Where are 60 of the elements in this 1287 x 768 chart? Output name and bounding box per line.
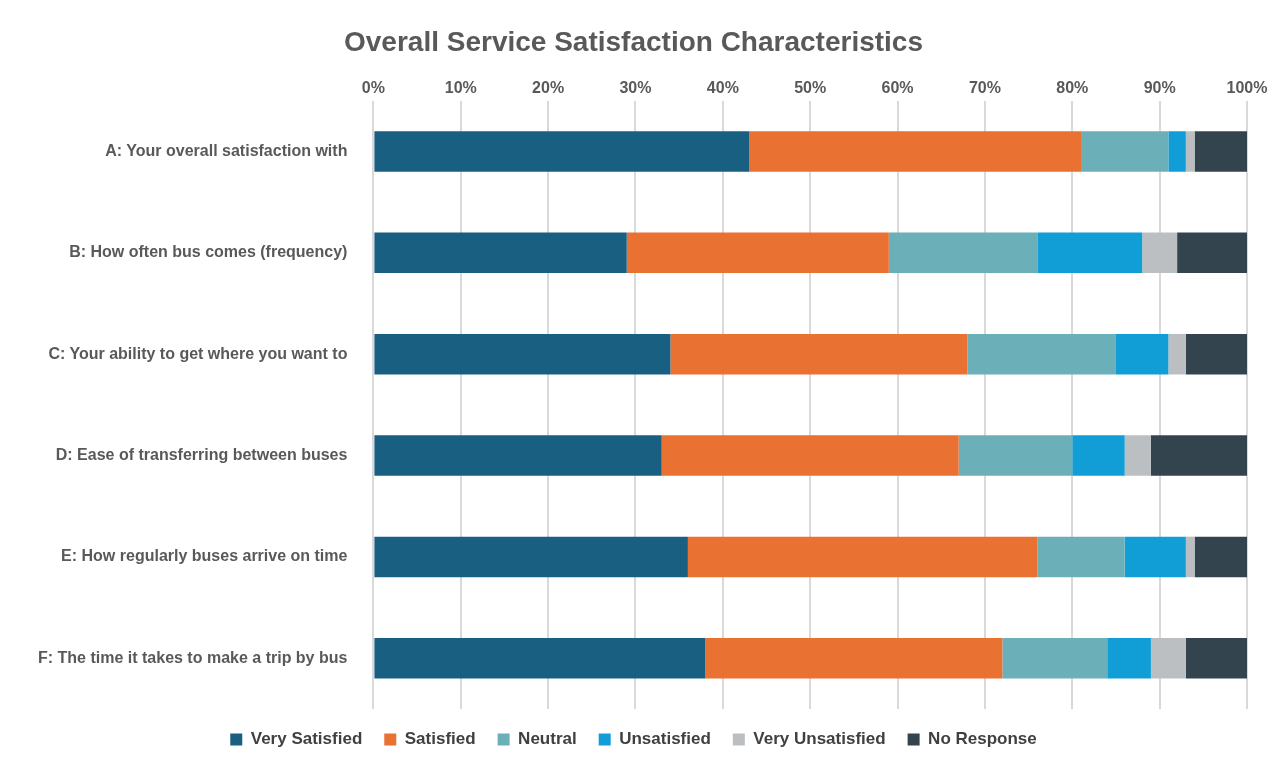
bar	[958, 435, 1073, 476]
bar	[1194, 536, 1247, 578]
y-tick-label: F: The time it takes to make a trip by bus	[38, 648, 348, 666]
bar	[1124, 536, 1186, 578]
bar	[374, 435, 662, 476]
x-tick-label: 70%	[968, 78, 1001, 96]
y-tick-label: D: Ease of transferring between buses	[55, 445, 348, 463]
bar	[1185, 333, 1247, 375]
chart-title: Overall Service Satisfaction Characteristics	[344, 25, 923, 57]
bar	[1072, 435, 1125, 476]
bar	[1185, 638, 1247, 679]
bar	[626, 232, 889, 274]
bar	[1107, 638, 1151, 679]
bar	[888, 232, 1038, 274]
legend-label: Satisfied	[404, 729, 476, 749]
bar	[374, 333, 671, 375]
y-tick-label: B: How often bus comes (frequency)	[69, 243, 348, 261]
bar	[967, 333, 1116, 375]
bar	[374, 638, 706, 679]
x-tick-label: 80%	[1056, 78, 1089, 96]
x-tick-label: 30%	[619, 78, 652, 96]
bar	[1115, 333, 1169, 375]
bar	[1185, 131, 1195, 172]
bar	[374, 536, 688, 578]
bar	[1177, 232, 1247, 274]
bar	[670, 333, 968, 375]
x-tick-label: 100%	[1226, 78, 1268, 96]
x-tick-label: 60%	[881, 78, 914, 96]
x-tick-label: 40%	[706, 78, 739, 96]
bar	[1168, 333, 1186, 375]
bar	[705, 638, 1003, 679]
bar	[1037, 536, 1125, 578]
bar	[1150, 435, 1247, 476]
bar	[1142, 232, 1178, 274]
bar	[374, 131, 750, 172]
bar	[1002, 638, 1108, 679]
x-tick-label: 10%	[444, 78, 477, 96]
x-tick-label: 0%	[361, 78, 385, 96]
bar	[687, 536, 1038, 578]
bar	[1168, 131, 1186, 172]
x-tick-label: 90%	[1143, 78, 1176, 96]
y-tick-label: C: Your ability to get where you want to	[48, 344, 348, 362]
legend-label: No Response	[928, 729, 1037, 749]
legend-label: Unsatisfied	[619, 729, 711, 749]
x-tick-label: 20%	[532, 78, 565, 96]
y-tick-label: E: How regularly buses arrive on time	[61, 547, 348, 565]
x-tick-label: 50%	[794, 78, 827, 96]
y-tick-label: A: Your overall satisfaction with	[105, 141, 348, 159]
legend-label: Neutral	[518, 729, 577, 749]
bar	[749, 131, 1082, 172]
bar	[1124, 435, 1151, 476]
bar	[1150, 638, 1186, 679]
bar	[374, 232, 627, 274]
bar	[1194, 131, 1247, 172]
bar	[1081, 131, 1169, 172]
bar	[661, 435, 959, 476]
bar	[1037, 232, 1143, 274]
legend-label: Very Satisfied	[250, 729, 363, 749]
bar	[1185, 536, 1195, 578]
legend-label: Very Unsatisfied	[753, 729, 886, 749]
